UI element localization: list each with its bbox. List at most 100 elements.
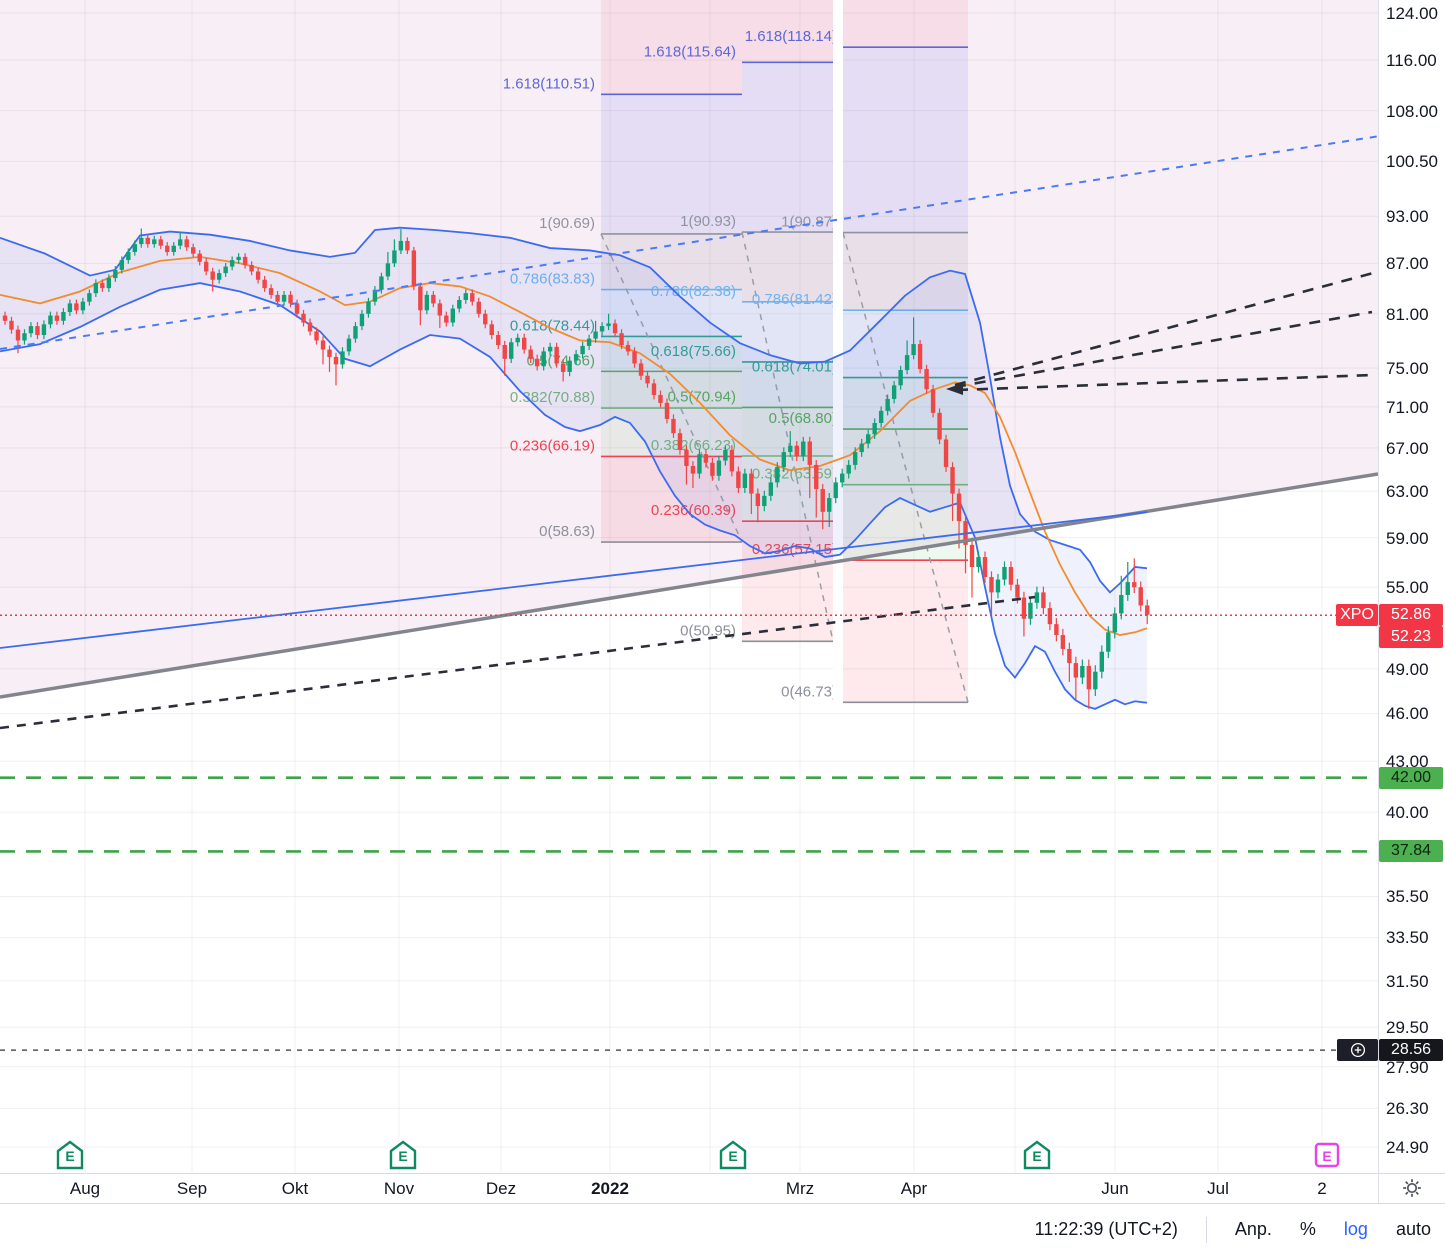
time-label: Jun <box>1101 1179 1129 1198</box>
price-axis[interactable]: 124.00 116.00 108.00 100.50 93.00 87.00 81.00 7… <box>1378 0 1445 1173</box>
time-axis[interactable]: Aug Sep Okt Nov Dez 2022 Mrz Apr Jun Jul 2 <box>0 1173 1445 1203</box>
candle <box>178 239 183 246</box>
candle <box>567 360 572 372</box>
candle <box>573 354 579 361</box>
candle <box>703 454 709 463</box>
candle <box>191 247 196 254</box>
candle <box>340 351 345 365</box>
candle <box>457 299 462 309</box>
fib-level-label: 0.236(66.19) <box>510 437 595 454</box>
price-tick: 108.00 <box>1386 101 1438 121</box>
candle <box>333 356 339 365</box>
candle <box>288 294 293 304</box>
candle <box>904 355 910 371</box>
candle <box>1047 608 1053 625</box>
candle <box>1073 663 1079 678</box>
candle <box>1002 566 1007 580</box>
candle <box>930 389 936 413</box>
trendline-support-line-gray[interactable] <box>0 472 1378 699</box>
price-chart-pane[interactable]: 1.618(110.51) 1(90.69) 0.786(83.83) 0.618(7… <box>0 0 1378 1173</box>
fib-extension-zone-2[interactable]: 1.618(115.64) 1(90.93) 0.786(82.38) 0.618(7… <box>644 0 834 643</box>
candle <box>801 441 806 457</box>
price-badge-last: 52.86 <box>1379 604 1443 627</box>
trendline-fan-top[interactable] <box>954 270 1378 387</box>
candle <box>1125 582 1130 595</box>
candle <box>1015 584 1020 598</box>
price-tick: 59.00 <box>1386 528 1429 548</box>
candle <box>489 324 494 336</box>
candle <box>294 303 300 314</box>
candle <box>411 250 417 287</box>
auto-scale-button[interactable]: auto <box>1395 1219 1431 1239</box>
earnings-icon[interactable]: E <box>1314 1142 1340 1168</box>
price-tick: 29.50 <box>1386 1018 1429 1038</box>
candle <box>859 443 864 453</box>
candle <box>891 385 897 399</box>
candle-series[interactable] <box>2 228 1150 709</box>
candle <box>943 439 949 468</box>
candle <box>113 269 118 279</box>
candle <box>67 303 73 313</box>
fan-anchor-arrow <box>946 383 963 395</box>
candle <box>1060 635 1066 649</box>
candle <box>255 271 261 280</box>
adjust-data-button[interactable]: Anp. <box>1234 1219 1272 1239</box>
candle <box>768 482 774 496</box>
candle <box>431 294 436 304</box>
candle <box>93 283 99 294</box>
candle <box>48 315 53 325</box>
candle <box>268 288 274 295</box>
candle <box>483 313 488 325</box>
fib-level-label: 0.236(60.39) <box>651 502 736 519</box>
candle <box>41 324 47 336</box>
candle <box>729 449 735 472</box>
price-badge-alert: 42.00 <box>1379 766 1443 789</box>
clock-label[interactable]: 11:22:39 (UTC+2) <box>1034 1219 1178 1239</box>
candle <box>139 237 144 245</box>
svg-text:E: E <box>1032 1148 1041 1164</box>
trendline-support-line-blue[interactable] <box>0 511 1148 649</box>
candle <box>865 434 871 444</box>
candle <box>658 395 663 403</box>
candle <box>496 335 501 345</box>
fib-level-label: 0.618(78.44) <box>510 317 595 334</box>
price-tick: 46.00 <box>1386 704 1429 724</box>
fib-extension-zone-1[interactable]: 1.618(110.51) 1(90.69) 0.786(83.83) 0.618(7… <box>503 0 743 543</box>
fib-level-label: 0(46.73) <box>781 683 837 700</box>
candle <box>723 449 728 461</box>
earnings-icon[interactable]: E <box>719 1140 747 1170</box>
trendline-fan-bottom[interactable] <box>956 373 1374 392</box>
fib-level-label: 0(58.63) <box>539 523 595 540</box>
candle <box>612 323 618 334</box>
trendline-fan-mid[interactable] <box>954 310 1373 389</box>
candle <box>249 264 254 272</box>
price-tick: 27.90 <box>1386 1057 1429 1077</box>
percent-scale-button[interactable]: % <box>1299 1219 1316 1239</box>
price-tick: 49.00 <box>1386 659 1429 679</box>
log-scale-button[interactable]: log <box>1343 1219 1368 1239</box>
trendline-rising-channel-dashed[interactable] <box>0 135 1378 350</box>
fib-level-label: 0.786(81.42) <box>752 291 837 308</box>
candle <box>1132 582 1137 588</box>
fib-level-label: 1.618(110.51) <box>503 75 595 92</box>
gear-icon[interactable] <box>1401 1177 1423 1199</box>
earnings-icon[interactable]: E <box>389 1140 417 1170</box>
candle <box>301 313 306 323</box>
price-tick: 40.00 <box>1386 803 1429 823</box>
trendline-lower-dashed-black[interactable] <box>0 595 1036 730</box>
fib-extension-zone-3[interactable]: 1.618(118.14)1(90.87)0.786(81.42)0.618(7… <box>745 0 969 704</box>
candle <box>781 452 786 468</box>
candle <box>353 326 358 339</box>
candle <box>262 279 267 289</box>
price-tick: 75.00 <box>1386 359 1429 379</box>
candle <box>807 441 812 465</box>
time-label: Mrz <box>785 1179 815 1198</box>
candle <box>599 326 605 332</box>
earnings-icon[interactable]: E <box>1023 1140 1051 1170</box>
add-alert-button[interactable] <box>1337 1039 1378 1062</box>
candle <box>606 323 611 327</box>
svg-text:E: E <box>398 1148 407 1164</box>
candle <box>87 293 92 302</box>
earnings-icon[interactable]: E <box>56 1140 84 1170</box>
